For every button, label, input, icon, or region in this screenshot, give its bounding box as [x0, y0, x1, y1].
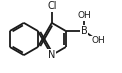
Text: OH: OH [91, 36, 105, 45]
Text: Cl: Cl [47, 1, 56, 11]
Text: OH: OH [77, 11, 91, 20]
Text: B: B [81, 26, 87, 36]
Text: N: N [48, 50, 56, 60]
